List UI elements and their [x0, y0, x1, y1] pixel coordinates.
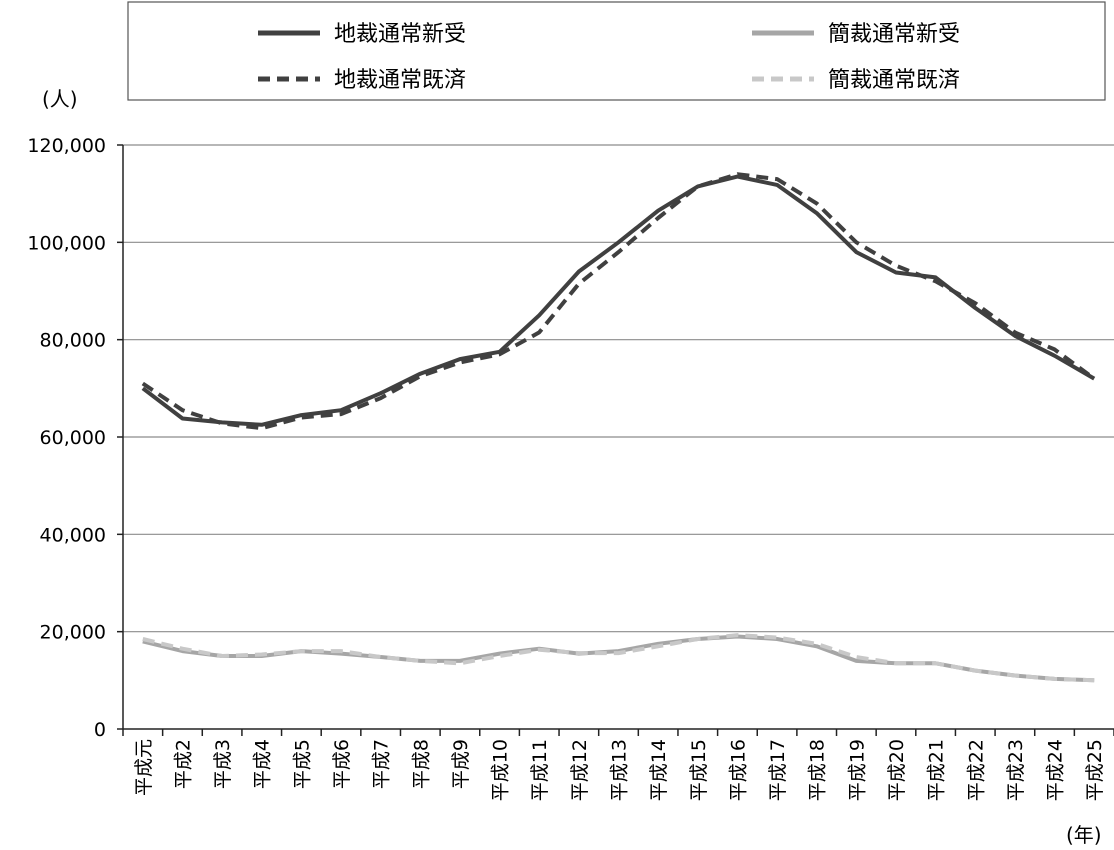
y-axis-ticks: 0 20,000 40,000 60,000 80,000 100,000 120,000 — [27, 135, 123, 741]
gridlines — [123, 144, 1114, 633]
x-tick-label: 平成12 — [569, 739, 591, 801]
legend-label-地裁通常新受: 地裁通常新受 — [334, 22, 466, 47]
y-tick-label: 0 — [94, 719, 106, 741]
x-tick-label: 平成21 — [926, 739, 948, 801]
y-tick-label: 80,000 — [40, 330, 106, 352]
series-line-簡裁通常新受 — [142, 634, 1095, 683]
legend-box — [127, 1, 1106, 101]
x-tick-label: 平成22 — [965, 739, 987, 801]
x-tick-label: 平成10 — [490, 739, 512, 801]
y-tick-label: 120,000 — [27, 135, 106, 157]
x-tick-label: 平成23 — [1005, 739, 1027, 801]
x-tick-label: 平成19 — [846, 739, 868, 801]
x-tick-label: 平成20 — [886, 739, 908, 801]
series-line-簡裁通常既済 — [142, 633, 1095, 683]
legend-label-簡裁通常新受: 簡裁通常新受 — [828, 22, 960, 47]
y-tick-label: 40,000 — [40, 524, 106, 546]
y-axis-unit-label: (人) — [42, 87, 78, 111]
x-tick-label: 平成元 — [133, 739, 155, 796]
x-tick-label: 平成2 — [172, 739, 194, 789]
x-tick-label: 平成25 — [1084, 739, 1106, 801]
x-tick-label: 平成8 — [410, 739, 432, 789]
series-line-地裁通常既済 — [141, 172, 1096, 431]
legend-label-地裁通常既済: 地裁通常既済 — [334, 68, 466, 93]
x-tick-label: 平成18 — [807, 739, 829, 801]
x-tick-label: 平成15 — [688, 739, 710, 801]
legend-label-簡裁通常既済: 簡裁通常既済 — [828, 68, 960, 93]
x-tick-label: 平成16 — [727, 739, 749, 801]
x-tick-label: 平成13 — [609, 739, 631, 801]
x-tick-label: 平成4 — [252, 739, 274, 789]
y-tick-label: 60,000 — [40, 427, 106, 449]
x-tick-label: 平成3 — [212, 739, 234, 789]
x-tick-label: 平成11 — [529, 739, 551, 801]
x-tick-label: 平成5 — [291, 739, 313, 789]
series-line-地裁通常新受 — [141, 174, 1096, 427]
x-tick-label: 平成17 — [767, 739, 789, 801]
x-axis-ticks: 平成元 平成2 平成3 平成4 平成5 平成6 平成7 平成8 平成9 平成10 平成11 平成12 平… — [122, 729, 1114, 801]
x-tick-label: 平成6 — [331, 739, 353, 789]
x-tick-label: 平成14 — [648, 739, 670, 801]
series-lines — [141, 172, 1096, 683]
x-axis-unit-label: (年) — [1066, 823, 1102, 847]
legend: 地裁通常新受 地裁通常既済 簡裁通常新受 簡裁通常既済 — [127, 1, 1106, 101]
x-tick-label: 平成24 — [1045, 739, 1067, 801]
x-tick-label: 平成9 — [450, 739, 472, 789]
y-tick-label: 100,000 — [27, 232, 106, 254]
y-tick-label: 20,000 — [40, 622, 106, 644]
x-tick-label: 平成7 — [371, 739, 393, 789]
